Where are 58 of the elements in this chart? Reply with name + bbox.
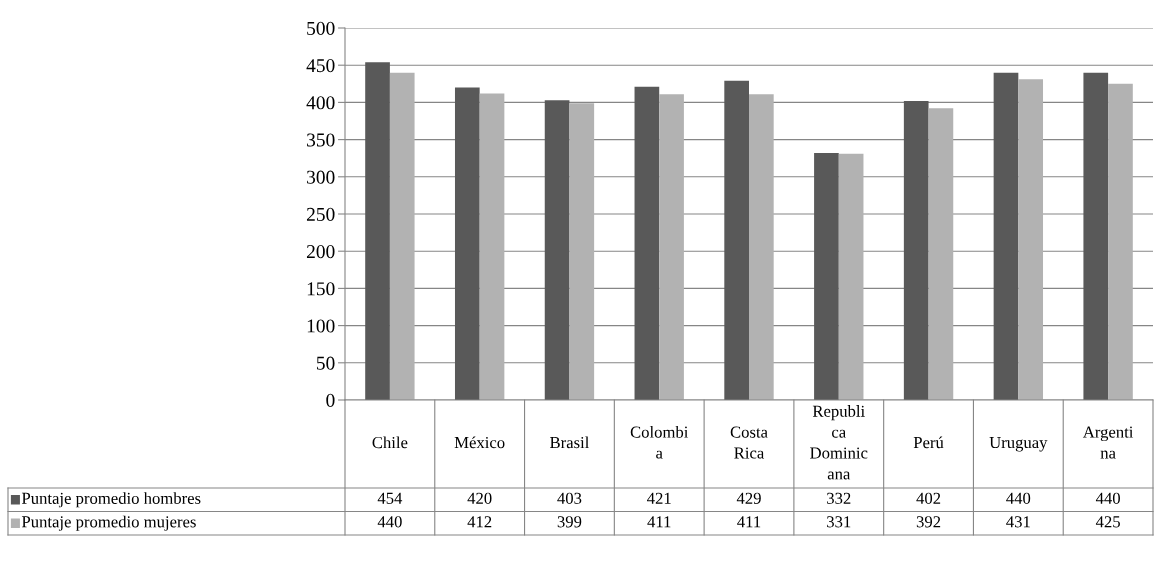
bar	[389, 72, 415, 400]
bar	[903, 100, 929, 400]
bar	[544, 100, 570, 400]
bar	[993, 72, 1019, 400]
bar	[454, 87, 480, 400]
y-tick-label: 300	[307, 170, 335, 184]
data-label: 402	[916, 492, 941, 504]
bar	[1083, 72, 1109, 400]
bar	[749, 94, 774, 400]
y-tick-label: 250	[306, 207, 335, 221]
data-label: 454	[377, 492, 403, 504]
x-tick-label: Uruguay	[989, 437, 1048, 452]
data-label: 429	[736, 492, 761, 504]
data-label: 440	[1095, 492, 1120, 504]
bar	[1108, 83, 1133, 400]
data-label: 425	[1095, 516, 1120, 528]
y-tick-label: 350	[307, 133, 335, 147]
y-tick-label: 200	[306, 245, 335, 259]
x-tick-label: México	[454, 436, 505, 449]
bar	[634, 86, 660, 400]
legend-label: Puntaje promedio hombres	[21, 492, 201, 508]
data-label: 421	[647, 492, 671, 504]
y-tick-label: 150	[307, 282, 335, 296]
x-tick-label: Costa Rica	[730, 426, 768, 459]
data-label: 420	[467, 492, 492, 504]
data-label: 332	[827, 492, 851, 504]
bar	[814, 152, 839, 400]
bar	[724, 80, 749, 400]
bar	[928, 108, 954, 400]
y-tick-label: 50	[316, 356, 335, 370]
x-tick-label: Perú	[913, 436, 944, 449]
y-tick-label: 500	[307, 21, 335, 35]
data-label: 331	[827, 516, 851, 528]
data-label: 440	[1006, 492, 1031, 504]
data-label: 412	[467, 516, 492, 528]
bar	[838, 153, 864, 400]
bar	[659, 94, 684, 400]
bar	[1018, 79, 1044, 400]
x-tick-label: Republica Dominicana	[810, 405, 868, 480]
x-tick-label: Chile	[372, 436, 408, 449]
data-label: 403	[557, 492, 582, 504]
y-tick-label: 0	[326, 393, 335, 407]
legend-label: Puntaje promedio mujeres	[21, 515, 196, 531]
x-tick-label: Brasil	[550, 436, 590, 449]
x-tick-label: Colombia	[630, 425, 689, 459]
data-label: 431	[1006, 516, 1030, 528]
y-tick-label: 100	[307, 319, 335, 333]
bar	[365, 62, 390, 400]
data-label: 440	[377, 516, 402, 528]
data-label: 411	[737, 516, 761, 528]
y-tick-label: 450	[306, 59, 335, 73]
data-label: 411	[647, 516, 671, 528]
bar	[479, 93, 505, 400]
bar	[569, 103, 595, 400]
data-label: 399	[557, 516, 582, 528]
data-label: 392	[916, 516, 941, 528]
x-tick-label: Argentina	[1082, 426, 1134, 459]
y-tick-label: 400	[306, 96, 335, 110]
